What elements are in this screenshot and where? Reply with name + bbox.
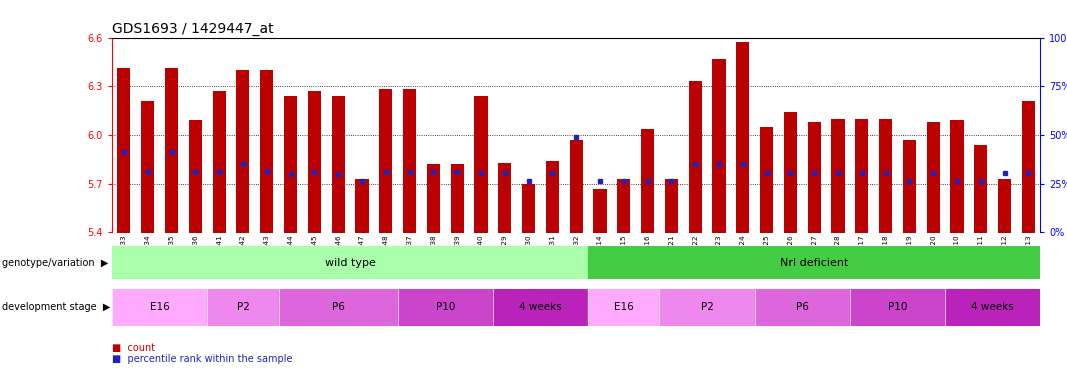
Bar: [165, 68, 178, 232]
Bar: [189, 120, 202, 232]
Bar: [570, 140, 583, 232]
Text: wild type: wild type: [324, 258, 376, 267]
Bar: [945, 289, 1040, 326]
Bar: [617, 179, 631, 232]
Bar: [112, 289, 207, 326]
Bar: [588, 289, 659, 326]
Text: 4 weeks: 4 weeks: [971, 303, 1014, 312]
Text: 4 weeks: 4 weeks: [520, 303, 562, 312]
Bar: [141, 101, 155, 232]
Bar: [117, 68, 130, 232]
Text: P6: P6: [332, 303, 345, 312]
Bar: [284, 96, 297, 232]
Bar: [856, 119, 869, 232]
Bar: [879, 119, 892, 232]
Bar: [475, 96, 488, 232]
Text: genotype/variation  ▶: genotype/variation ▶: [2, 258, 109, 267]
Bar: [112, 246, 588, 279]
Text: ■  count: ■ count: [112, 342, 155, 352]
Bar: [593, 189, 606, 232]
Bar: [588, 246, 1040, 279]
Text: P10: P10: [435, 303, 455, 312]
Text: P10: P10: [888, 303, 907, 312]
Bar: [260, 70, 273, 232]
Bar: [212, 91, 226, 232]
Bar: [522, 184, 536, 232]
Bar: [998, 179, 1012, 232]
Bar: [903, 140, 915, 232]
Bar: [493, 289, 588, 326]
Bar: [403, 90, 416, 232]
Bar: [850, 289, 945, 326]
Text: development stage  ▶: development stage ▶: [2, 303, 111, 312]
Bar: [498, 163, 511, 232]
Bar: [736, 42, 749, 232]
Text: ■  percentile rank within the sample: ■ percentile rank within the sample: [112, 354, 292, 364]
Text: Nrl deficient: Nrl deficient: [780, 258, 848, 267]
Bar: [450, 164, 464, 232]
Bar: [332, 96, 345, 232]
Bar: [974, 145, 987, 232]
Text: P2: P2: [701, 303, 714, 312]
Bar: [237, 70, 250, 232]
Text: GDS1693 / 1429447_at: GDS1693 / 1429447_at: [112, 22, 273, 36]
Bar: [760, 127, 774, 232]
Text: E16: E16: [149, 303, 170, 312]
Bar: [278, 289, 398, 326]
Bar: [688, 81, 702, 232]
Bar: [307, 91, 321, 232]
Bar: [784, 112, 797, 232]
Bar: [831, 119, 845, 232]
Bar: [379, 90, 393, 232]
Bar: [546, 161, 559, 232]
Bar: [207, 289, 278, 326]
Text: P2: P2: [237, 303, 250, 312]
Text: P6: P6: [796, 303, 809, 312]
Bar: [665, 179, 678, 232]
Bar: [427, 164, 440, 232]
Bar: [754, 289, 850, 326]
Bar: [398, 289, 493, 326]
Bar: [1022, 101, 1035, 232]
Bar: [926, 122, 940, 232]
Text: E16: E16: [614, 303, 634, 312]
Bar: [355, 179, 368, 232]
Bar: [713, 58, 726, 232]
Bar: [808, 122, 821, 232]
Bar: [641, 129, 654, 232]
Bar: [951, 120, 964, 232]
Bar: [659, 289, 754, 326]
